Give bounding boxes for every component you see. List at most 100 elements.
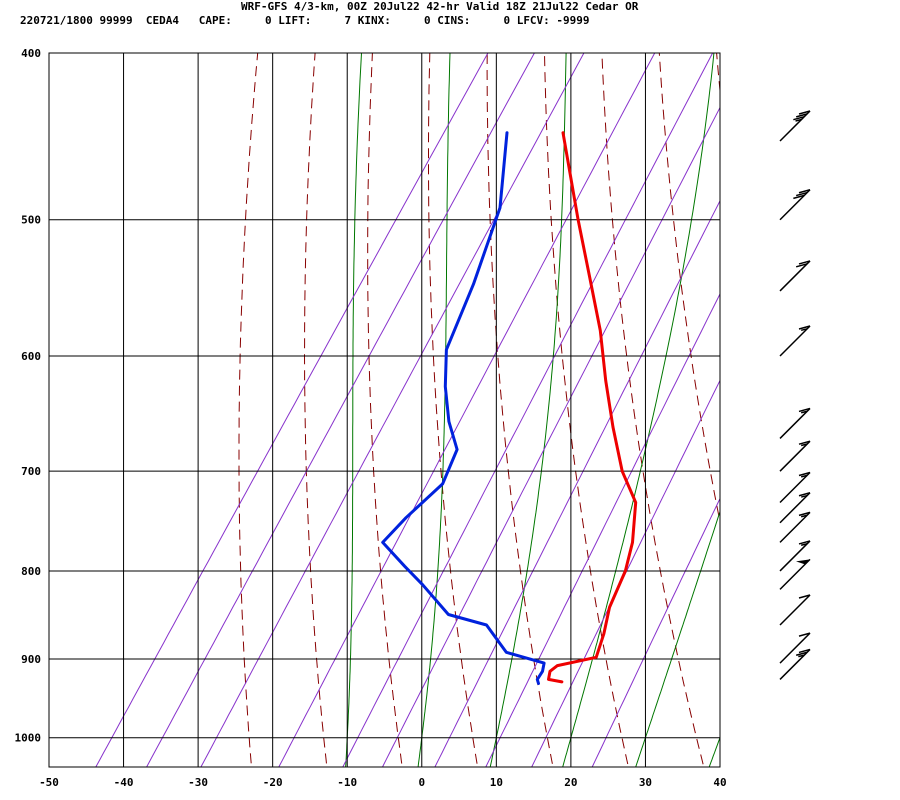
wind-barb-staff	[779, 110, 811, 142]
wind-barb-half-flag	[800, 543, 808, 547]
wind-barb-flag	[798, 648, 811, 654]
wind-barb-flag	[798, 511, 811, 517]
dry-adiabat	[238, 53, 259, 767]
wind-barb-staff	[779, 325, 811, 357]
wind-barb-pennant	[796, 559, 810, 565]
wind-barb	[779, 492, 811, 524]
wind-barb	[779, 260, 811, 292]
mixing-ratio-line	[95, 53, 489, 767]
wind-barb-half-flag	[800, 410, 808, 414]
x-tick-label: 10	[490, 776, 503, 789]
wind-barb-flag	[798, 632, 811, 637]
x-tick-label: -50	[39, 776, 59, 789]
wind-barb-staff	[779, 632, 811, 664]
y-tick-label: 800	[21, 565, 41, 578]
moist-adiabat	[708, 736, 720, 767]
dry-adiabat	[601, 53, 705, 767]
y-tick-label: 700	[21, 465, 41, 478]
mixing-ratio-line	[342, 53, 714, 767]
wind-barb-staff	[779, 540, 811, 572]
plot-frame	[48, 52, 721, 768]
grid	[48, 52, 721, 768]
mixing-ratio-line	[381, 106, 720, 767]
x-tick-label: 0	[418, 776, 425, 789]
axis-tick-labels: -50 -40 -30 -20 -10 0 10 20 30 40 400 500 600 700 800 9…	[15, 47, 727, 789]
mixing-ratio-line	[531, 379, 720, 767]
wind-barb-flag	[795, 113, 808, 118]
wind-barb-column	[779, 110, 811, 680]
wind-barb-staff	[779, 648, 811, 680]
y-tick-label: 400	[21, 47, 41, 60]
sounding-stats-line: 220721/1800 99999 CEDA4 CAPE: 0 LIFT: 7 …	[20, 14, 590, 27]
thermo-background	[95, 15, 900, 796]
moist-adiabat	[635, 510, 720, 767]
wind-barb	[779, 540, 811, 572]
dry-adiabat	[658, 53, 720, 525]
wind-barb-half-flag	[800, 328, 808, 332]
y-tick-label: 900	[21, 653, 41, 666]
chart-title: WRF-GFS 4/3-km, 00Z 20Jul22 42-hr Valid …	[241, 0, 639, 13]
dry-adiabat	[303, 53, 328, 767]
wind-barb-half-flag	[795, 118, 802, 122]
sounding-traces	[381, 131, 638, 685]
wind-barb-half-flag	[800, 474, 808, 478]
wind-barb-flag	[798, 260, 811, 265]
wind-barb-flag	[798, 594, 811, 599]
mixing-ratio-line	[485, 292, 720, 767]
wind-barb-flag	[798, 110, 811, 115]
wind-barb	[779, 558, 811, 590]
wind-barb-flag	[798, 540, 811, 545]
dry-adiabat	[883, 15, 900, 796]
dry-adiabat	[486, 53, 554, 767]
wind-barb-flag	[795, 651, 808, 656]
wind-barb-flag	[798, 471, 811, 477]
dry-adiabat	[543, 53, 629, 767]
wind-barb-staff	[779, 471, 811, 504]
moist-adiabat	[489, 53, 567, 767]
wind-barb-half-flag	[800, 514, 808, 518]
wind-barb-staff	[779, 492, 811, 524]
wind-barb	[779, 110, 811, 142]
wind-barb-flag	[798, 407, 811, 413]
x-tick-label: 40	[713, 776, 726, 789]
wind-barb-flag	[798, 189, 811, 194]
y-tick-label: 600	[21, 350, 41, 363]
wind-barb-staff	[779, 511, 811, 543]
x-tick-label: -40	[114, 776, 134, 789]
wind-barb-half-flag	[800, 443, 808, 447]
mixing-ratio-line	[591, 497, 720, 767]
wind-barb-half-flag	[800, 494, 808, 498]
mixing-ratio-line	[200, 53, 585, 767]
wind-barb	[779, 632, 811, 664]
wind-barb	[779, 471, 811, 504]
moist-adiabat	[562, 53, 715, 767]
wind-barb-flag	[798, 325, 811, 330]
dewpoint-line	[381, 131, 546, 685]
wind-barb	[779, 407, 811, 439]
moist-adiabat	[345, 53, 363, 767]
wind-barb-flag	[795, 263, 808, 268]
wind-barb-half-flag	[798, 654, 805, 658]
wind-barb-staff	[779, 189, 811, 221]
wind-barb-flag	[795, 191, 808, 197]
wind-barb	[779, 440, 811, 472]
y-tick-label: 1000	[15, 732, 42, 745]
wind-barb-staff	[779, 440, 811, 472]
x-tick-label: -20	[263, 776, 283, 789]
wind-barb	[779, 648, 811, 680]
wind-barb-staff	[779, 594, 811, 626]
wind-barb-flag	[798, 492, 811, 497]
x-tick-label: -10	[337, 776, 357, 789]
wind-barb	[779, 325, 811, 357]
dry-adiabat	[827, 15, 900, 796]
wind-barb-staff	[779, 558, 811, 590]
dry-adiabat	[428, 53, 479, 767]
wind-barb-staff	[779, 260, 811, 292]
wind-barb-staff	[779, 407, 811, 439]
mixing-ratio-line	[146, 53, 535, 767]
x-tick-label: 30	[639, 776, 652, 789]
wind-barb	[779, 594, 811, 626]
wind-barb	[779, 511, 811, 543]
x-tick-label: 20	[564, 776, 577, 789]
